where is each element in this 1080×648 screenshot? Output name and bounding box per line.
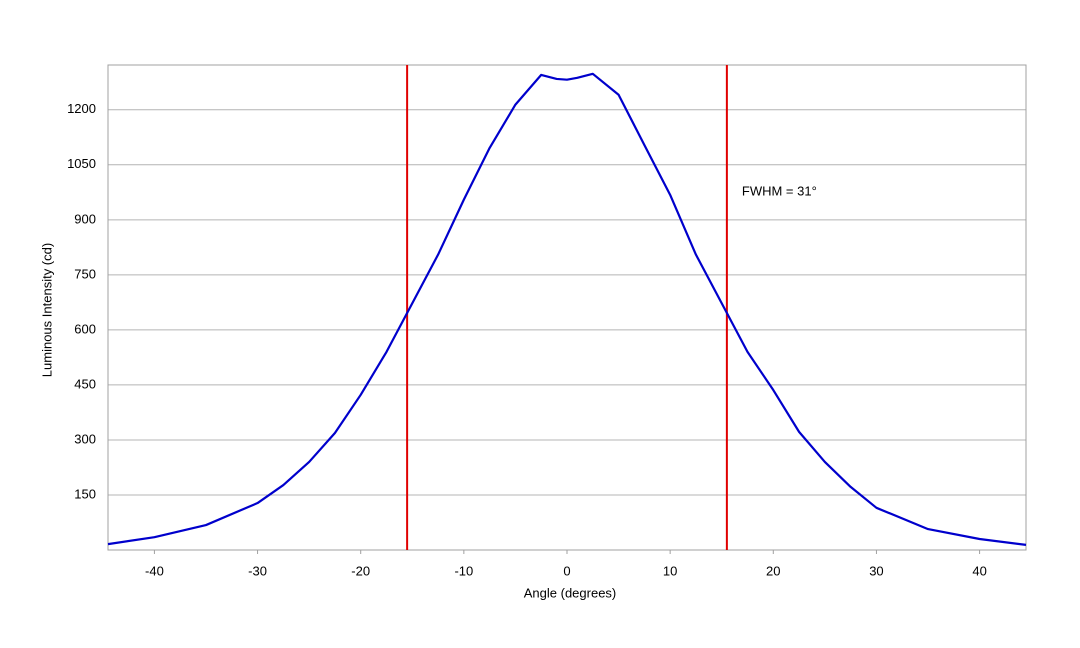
y-tick-label: 900 xyxy=(74,211,96,226)
x-tick-label: -40 xyxy=(145,563,164,578)
y-axis-title: Luminous Intensity (cd) xyxy=(39,243,54,377)
y-tick-label: 750 xyxy=(74,266,96,281)
plot-frame xyxy=(107,64,1027,551)
x-tick-label: -30 xyxy=(248,563,267,578)
y-tick-label: 450 xyxy=(74,376,96,391)
x-axis-title: Angle (degrees) xyxy=(524,585,617,600)
y-tick-label: 1050 xyxy=(67,156,96,171)
x-tick-label: 30 xyxy=(869,563,883,578)
y-tick-label: 300 xyxy=(74,431,96,446)
line-series xyxy=(107,72,1027,546)
annotation: FWHM = 31° xyxy=(742,183,817,198)
y-tick-label: 150 xyxy=(74,486,96,501)
x-tick-label: 20 xyxy=(766,563,780,578)
x-tick-label: -20 xyxy=(351,563,370,578)
x-tick-label: -10 xyxy=(454,563,473,578)
y-tick-label: 1200 xyxy=(67,101,96,116)
y-tick-label: 600 xyxy=(74,321,96,336)
x-tick-label: 10 xyxy=(663,563,677,578)
x-tick-label: 40 xyxy=(972,563,986,578)
x-tick-label: 0 xyxy=(563,563,570,578)
